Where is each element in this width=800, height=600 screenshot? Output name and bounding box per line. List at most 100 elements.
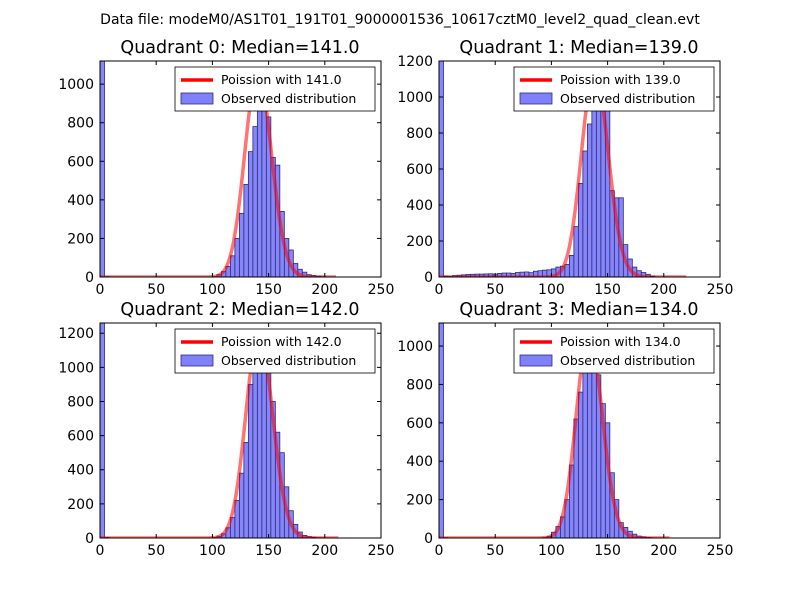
quadrant-1-xtick-label-250: 250 <box>707 282 734 298</box>
quadrant-3-legend-observed-swatch <box>519 354 553 367</box>
quadrant-3-bar-128 <box>582 364 588 538</box>
quadrant-1-title: Quadrant 1: Median=139.0 <box>459 38 698 58</box>
quadrant-3-xtick-label-250: 250 <box>707 543 734 559</box>
quadrant-2-ytick-label-1200: 1200 <box>58 326 94 342</box>
quadrant-2-xtick-label-200: 200 <box>311 543 338 559</box>
quadrant-2-ytick-label-800: 800 <box>67 394 94 410</box>
quadrant-2-bar-140 <box>256 349 263 538</box>
figure-suptitle: Data file: modeM0/AS1T01_191T01_90000015… <box>100 12 700 28</box>
quadrant-2-bar-128 <box>243 442 249 538</box>
quadrant-3-xtick-label-150: 150 <box>594 543 621 559</box>
quadrant-2-bar-132 <box>247 384 254 538</box>
quadrant-1-legend-observed-swatch <box>519 92 553 105</box>
quadrant-2-title: Quadrant 2: Median=142.0 <box>120 300 359 320</box>
quadrant-3-poisson-line <box>439 332 671 538</box>
quadrant-2-ytick-label-0: 0 <box>85 531 94 547</box>
quadrant-2-ytick-label-1000: 1000 <box>58 360 94 376</box>
quadrant-0-title: Quadrant 0: Median=141.0 <box>120 38 359 58</box>
quadrant-0-ytick-label-0: 0 <box>85 270 94 286</box>
quadrant-0-bar-128 <box>243 184 249 277</box>
quadrant-2-bar-0 <box>100 323 105 538</box>
quadrant-1-ytick-label-400: 400 <box>406 198 433 214</box>
quadrant-0-xtick-label-200: 200 <box>311 282 338 298</box>
quadrant-0-ytick-label-400: 400 <box>67 193 94 209</box>
quadrant-1-bar-116 <box>568 254 575 277</box>
quadrant-3-panel: Quadrant 3: Median=134.0 0 50 100 150 200 250… <box>397 300 733 559</box>
quadrant-3-ytick-label-600: 600 <box>406 416 433 432</box>
quadrant-1-ytick-label-1200: 1200 <box>397 54 433 70</box>
quadrant-3-title: Quadrant 3: Median=134.0 <box>459 300 698 320</box>
quadrant-2-axes-frame <box>99 322 382 539</box>
quadrant-3-legend: Poission with 134.0 Observed distribution <box>513 328 715 374</box>
quadrant-3-plot-area <box>439 323 671 538</box>
quadrant-0-ytick-label-800: 800 <box>67 116 94 132</box>
quadrant-2-panel: Quadrant 2: Median=142.0 0 50 100 150 200 250… <box>58 300 394 559</box>
quadrant-0-legend-observed-swatch <box>180 92 214 105</box>
quadrant-1-legend-observed-label: Observed distribution <box>560 91 695 106</box>
quadrant-1-ytick-label-200: 200 <box>406 234 433 250</box>
quadrant-0-bar-140 <box>256 91 263 277</box>
quadrant-0-bar-0 <box>100 61 105 277</box>
quadrant-1-ytick-label-600: 600 <box>406 162 433 178</box>
quadrant-3-xtick-label-0: 0 <box>435 543 444 559</box>
quadrant-0-legend-observed-label: Observed distribution <box>221 91 356 106</box>
quadrant-0-xtick-label-50: 50 <box>147 282 165 298</box>
quadrant-1-legend: Poission with 139.0 Observed distribution <box>513 66 715 112</box>
quadrant-0-xtick-label-250: 250 <box>368 282 395 298</box>
quadrant-2-xtick-label-150: 150 <box>255 543 282 559</box>
quadrant-1-xtick-label-0: 0 <box>435 282 444 298</box>
quadrant-2-ytick-label-400: 400 <box>67 463 94 479</box>
quadrant-1-ytick-label-1000: 1000 <box>397 90 433 106</box>
quadrant-2-poisson-line <box>100 331 339 538</box>
quadrant-1-bar-124 <box>577 182 584 277</box>
quadrant-2-xtick-label-0: 0 <box>96 543 105 559</box>
quadrant-0-axes-frame <box>99 60 382 278</box>
quadrant-0-ytick-label-600: 600 <box>67 154 94 170</box>
quadrant-3-ytick-label-200: 200 <box>406 493 433 509</box>
quadrant-0-bar-120 <box>234 238 240 277</box>
quadrant-3-legend-poisson-label: Poission with 134.0 <box>560 334 681 349</box>
quadrant-3-bar-136 <box>591 345 597 538</box>
quadrant-0-bar-136 <box>252 126 258 277</box>
quadrant-3-ytick-label-0: 0 <box>424 531 433 547</box>
quadrant-0-ytick-label-1000: 1000 <box>58 77 94 93</box>
quadrant-0-bar-124 <box>238 212 245 277</box>
quadrant-1-bar-112 <box>564 263 570 277</box>
quadrant-0-bar-144 <box>261 103 267 277</box>
quadrant-0-xtick-label-150: 150 <box>255 282 282 298</box>
quadrant-3-legend-observed-label: Observed distribution <box>560 353 695 368</box>
quadrant-2-xtick-label-50: 50 <box>147 543 165 559</box>
quadrant-3-bar-0 <box>439 323 444 538</box>
quadrant-2-legend-observed-label: Observed distribution <box>221 353 356 368</box>
quadrant-3-xtick-label-100: 100 <box>538 543 565 559</box>
quadrant-2-legend: Poission with 142.0 Observed distribution <box>174 328 376 374</box>
quadrant-0-ytick-label-200: 200 <box>67 231 94 247</box>
quadrant-2-legend-observed-swatch <box>180 354 214 367</box>
quadrant-2-xtick-label-250: 250 <box>368 543 395 559</box>
quadrant-1-xtick-label-150: 150 <box>594 282 621 298</box>
quadrant-2-legend-poisson-label: Poission with 142.0 <box>221 334 342 349</box>
quadrant-0-panel: Quadrant 0: Median=141.0 0 50 100 150 200 250… <box>58 38 394 298</box>
quadrant-1-ytick-label-800: 800 <box>406 126 433 142</box>
quadrant-2-ytick-label-200: 200 <box>67 497 94 513</box>
quadrant-0-legend-poisson-label: Poission with 141.0 <box>221 72 342 87</box>
quadrant-3-ytick-label-1000: 1000 <box>397 339 433 355</box>
quadrant-1-xtick-label-200: 200 <box>650 282 677 298</box>
quadrant-1-bar-140 <box>595 89 602 277</box>
quadrant-0-xtick-label-100: 100 <box>199 282 226 298</box>
quadrant-2-bar-136 <box>252 366 258 538</box>
quadrant-1-bar-136 <box>591 93 597 277</box>
quadrant-3-bar-124 <box>577 391 584 538</box>
quadrant-3-xtick-label-200: 200 <box>650 543 677 559</box>
quadrant-0-poisson-line <box>100 70 337 277</box>
quadrant-0-legend: Poission with 141.0 Observed distribution <box>174 66 376 112</box>
quadrant-0-xtick-label-0: 0 <box>96 282 105 298</box>
quadrant-1-bar-132 <box>586 123 593 277</box>
quadrant-1-legend-poisson-label: Poission with 139.0 <box>560 72 681 87</box>
quadrant-2-xtick-label-100: 100 <box>199 543 226 559</box>
quadrant-1-panel: Quadrant 1: Median=139.0 0 50 100 150 200 250… <box>397 38 733 298</box>
quadrant-3-ytick-label-800: 800 <box>406 377 433 393</box>
quadrant-2-ytick-label-600: 600 <box>67 429 94 445</box>
quadrant-3-xtick-label-50: 50 <box>486 543 504 559</box>
